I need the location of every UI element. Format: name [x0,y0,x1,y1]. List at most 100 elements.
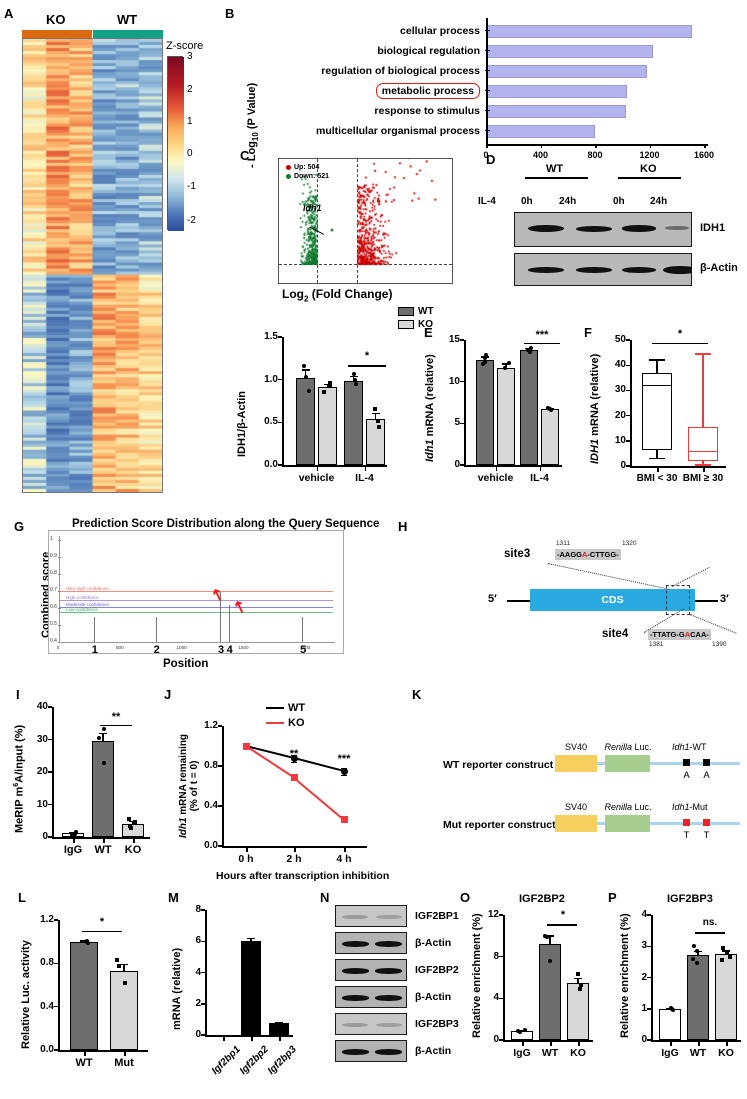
panel-a-group-wt: WT [117,12,138,27]
panel-i-ytick-label: 30 [36,733,48,745]
panel-g-xtick-label: 0 [56,645,60,650]
panel-j-ytick-label: 0.0 [204,840,218,851]
panel-g-ytick-label: 0.6 [50,604,57,610]
blot-panel [335,959,407,981]
panel-p-bar [659,1008,681,1040]
go-bar [486,85,628,98]
go-xtick [540,144,542,148]
blot-band [622,267,656,273]
panel-f-ytick [626,389,630,392]
panel-i-datapoint [129,825,134,830]
blot-band [375,941,402,947]
blot-panel [335,1013,407,1035]
panel-f-ytick-label: 30 [614,384,626,396]
panel-p-ytick [647,914,651,916]
panel-e-datapoint [525,348,530,352]
panel-d-bar-datapoint [353,381,358,386]
go-xtick [649,144,651,148]
panel-l-errorcap [80,940,88,942]
panel-o-xtick [578,1042,580,1046]
panel-j-xtick [344,848,346,852]
panel-m-ytick [201,909,205,911]
blot-row-label: β-Actin [415,1045,452,1057]
three-prime-label: 3′ [720,593,729,605]
panel-d-bar-errorcap [323,383,332,385]
panel-f-ytick [626,465,630,467]
panel-l-ytick [54,1005,58,1008]
panel-d-bar-bar [296,377,315,465]
panel-j-ytick [218,765,222,767]
construct-connector [597,822,605,825]
blot-row-label: IGF2BP3 [415,1018,459,1030]
panel-d-bar-yaxis [282,337,284,465]
panel-i-datapoint [96,736,101,741]
panel-j-errorcap [341,821,347,823]
panel-p-xtick [726,1042,728,1046]
panel-g-site-number: 5 [300,644,307,656]
volcano-legend: Up: 504 Down: 521 [286,164,329,180]
wtko-legend: WT KO [398,306,434,330]
sv40-label: SV40 [564,742,588,752]
panel-g-xlabel: Position [163,658,209,670]
panel-o-xlabel: KO [570,1047,586,1059]
blot-band [376,1023,402,1027]
panel-l-xtick [84,1052,86,1056]
panel-m-ytick [201,940,205,943]
blot-band [576,226,612,232]
legend-label-wt: WT [418,306,434,317]
blot-label-idh1: IDH1 [700,222,726,234]
panel-f-whisker-cap [649,359,665,361]
panel-j-ylabel: Idh1 mRNA remaining (% of t = 0) [178,733,200,839]
panel-g-site-number: 4 [226,644,233,656]
panel-e-letter: E [424,325,433,340]
panel-l-datapoint [115,958,120,963]
panel-g-ytick-label: 1 [50,536,53,542]
five-prime-label: 5′ [488,593,497,605]
panel-p-errorbar [697,950,699,955]
blot-band [376,915,402,919]
panel-l-datapoint [85,940,90,945]
panel-e-ylabel: Idh1 mRNA (relative) [424,354,436,462]
panel-m-errorcap [247,937,255,940]
panel-f-ytick-label: 10 [614,434,626,446]
zscore-tick-1: 1 [187,116,193,127]
panel-i-xaxis [52,837,150,839]
panel-f-xaxis [630,466,726,468]
panel-i-ytick-label: 0 [42,831,48,842]
volcano-up-label: Up: 504 [294,164,320,171]
panel-e-ytick [460,422,464,425]
cds-label: CDS [601,594,624,606]
panel-f-yaxis [630,340,632,466]
panel-f-whisker-lower [656,449,658,459]
panel-f-ytick-label: 0 [620,460,626,471]
go-bar [486,25,692,38]
panel-e-datapoint [549,407,554,412]
panel-i-datapoint [101,760,106,765]
blot-band [528,267,564,273]
panel-d-bar-datapoint [376,424,381,429]
panel-m-xtick [279,1037,281,1041]
panel-p-ytick [647,945,651,948]
panel-g-xtick-label: 1500 [238,645,249,650]
panel-o-sig-line [547,924,577,926]
volcano-idh1-annotation: Idh1 [303,203,322,213]
volcano-ylabel: - Log10 (P Value) [246,82,261,168]
sv40-label: SV40 [564,802,588,812]
panel-l-ytick-label: 0.4 [40,1000,54,1012]
zscore-tick-2: 2 [187,84,193,95]
panel-p-datapoint [721,945,726,950]
panel-o-datapoint [579,982,584,987]
panel-i-xlabel: KO [124,844,142,856]
panel-e-xtick [495,467,497,471]
panel-f-median [688,450,718,453]
go-bar [486,125,595,138]
panel-l-ytick-label: 1.2 [40,914,54,925]
panel-d-bar-ytick-label: 1.0 [264,373,278,385]
panel-p-letter: P [608,890,617,905]
panel-i-datapoint [127,816,132,821]
panel-f-whisker-cap [695,353,711,355]
panel-e-bar [497,367,515,465]
panel-g-site-stem [220,591,222,642]
zscore-tick-neg1: -1 [187,181,196,192]
panel-j-errorcap [291,754,297,756]
